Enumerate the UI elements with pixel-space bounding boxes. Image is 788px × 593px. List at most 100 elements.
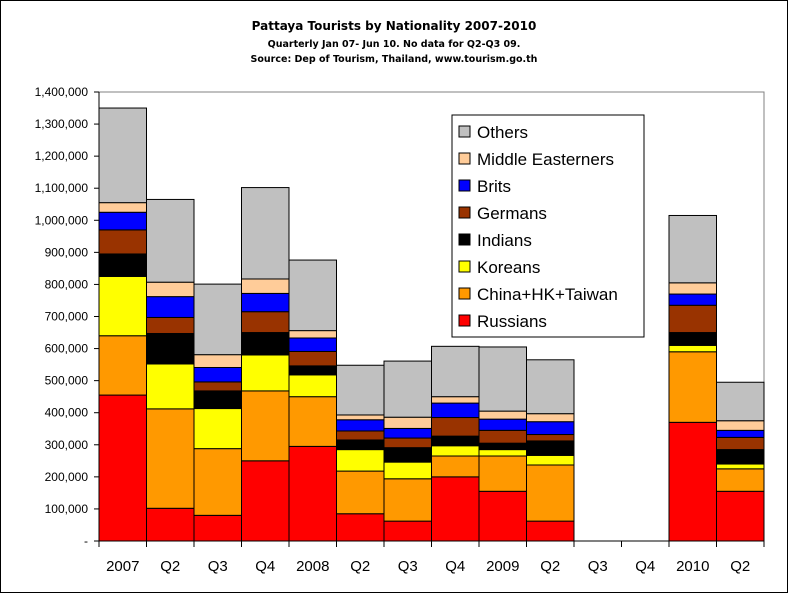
bar-segment-middle-easterners — [716, 420, 765, 431]
bar-segment-china-hk-taiwan — [383, 478, 432, 522]
bar-segment-china-hk-taiwan — [146, 408, 195, 509]
bar-segment-russians — [288, 445, 337, 542]
bar-segment-indians — [146, 332, 195, 365]
x-tick-label: Q2 — [160, 558, 180, 575]
x-tick-label: Q3 — [588, 558, 608, 575]
bar-segment-middle-easterners — [383, 416, 432, 429]
bar-segment-germans — [193, 381, 242, 392]
bar-segment-china-hk-taiwan — [478, 455, 527, 492]
bar-segment-others — [98, 107, 147, 204]
bar-segment-koreans — [98, 275, 147, 337]
legend-box — [451, 114, 645, 338]
legend-swatch — [458, 206, 471, 219]
x-tick-label: Q4 — [635, 558, 655, 575]
bar-segment-others — [478, 346, 527, 412]
bar-segment-koreans — [478, 449, 527, 457]
bar-segment-indians — [526, 440, 575, 456]
bar-segment-others — [193, 283, 242, 356]
bar-segment-others — [336, 364, 385, 416]
bar-segment-koreans — [431, 445, 480, 457]
legend-label: Germans — [477, 204, 547, 223]
bar-segment-brits — [146, 296, 195, 318]
y-tick-label: 900,000 — [45, 245, 89, 259]
y-tick-label: 600,000 — [45, 342, 89, 356]
legend-label: Middle Easterners — [477, 150, 614, 169]
bar-segment-indians — [478, 442, 527, 451]
y-tick-label: 800,000 — [45, 277, 89, 291]
bar-segment-middle-easterners — [241, 278, 290, 294]
bar-segment-brits — [288, 337, 337, 352]
y-tick-label: - — [84, 534, 88, 548]
bar-segment-russians — [431, 476, 480, 542]
bar-segment-germans — [336, 430, 385, 441]
bar-segment-middle-easterners — [668, 282, 717, 295]
bar-segment-russians — [383, 520, 432, 542]
legend-label: China+HK+Taiwan — [477, 285, 618, 304]
legend-swatch — [458, 314, 471, 327]
x-tick-label: Q4 — [445, 558, 465, 575]
bar-segment-germans — [241, 311, 290, 334]
y-tick-label: 400,000 — [45, 406, 89, 420]
bar-segment-indians — [431, 435, 480, 447]
legend-swatch — [458, 152, 471, 165]
bar-segment-koreans — [241, 354, 290, 392]
legend-swatch — [458, 260, 471, 273]
bar-segment-others — [716, 381, 765, 422]
legend-swatch — [458, 233, 471, 246]
bar-segment-germans — [526, 434, 575, 442]
y-tick-label: 1,000,000 — [35, 213, 89, 227]
bar-segment-brits — [193, 366, 242, 383]
x-tick-label: Q2 — [730, 558, 750, 575]
bar-segment-others — [146, 198, 195, 283]
legend-swatch — [458, 287, 471, 300]
bar-segment-others — [526, 359, 575, 415]
y-tick-label: 700,000 — [45, 310, 89, 324]
bar-segment-brits — [668, 293, 717, 306]
bar-segment-china-hk-taiwan — [193, 448, 242, 516]
bar-segment-brits — [98, 211, 147, 231]
bar-segment-china-hk-taiwan — [336, 470, 385, 515]
bar-segment-others — [431, 345, 480, 398]
bar-segment-russians — [716, 490, 765, 542]
y-tick-label: 1,100,000 — [35, 181, 89, 195]
y-tick-label: 1,300,000 — [35, 117, 89, 131]
bar-segment-china-hk-taiwan — [526, 464, 575, 522]
legend-label: Others — [477, 123, 528, 142]
bar-segment-russians — [478, 490, 527, 542]
bar-segment-indians — [336, 439, 385, 451]
x-tick-label: 2010 — [676, 558, 709, 575]
y-tick-label: 500,000 — [45, 374, 89, 388]
bar-segment-germans — [146, 316, 195, 334]
legend-label: Koreans — [477, 258, 540, 277]
x-tick-label: Q2 — [540, 558, 560, 575]
bar-segment-germans — [383, 437, 432, 449]
bar-segment-indians — [241, 332, 290, 356]
bar-segment-middle-easterners — [336, 414, 385, 421]
bar-segment-russians — [241, 460, 290, 542]
bar-segment-china-hk-taiwan — [668, 351, 717, 423]
bar-segment-koreans — [146, 363, 195, 410]
bar-segment-germans — [716, 436, 765, 451]
legend-label: Brits — [477, 177, 511, 196]
x-tick-label: Q3 — [398, 558, 418, 575]
chart-source: Source: Dep of Tourism, Thailand, www.to… — [250, 54, 538, 65]
chart-subtitle: Quarterly Jan 07- Jun 10. No data for Q2… — [267, 39, 521, 50]
bar-segment-indians — [193, 390, 242, 410]
bar-segment-russians — [193, 514, 242, 542]
bar-segment-china-hk-taiwan — [716, 468, 765, 492]
y-tick-label: 300,000 — [45, 438, 89, 452]
bar-segment-china-hk-taiwan — [288, 396, 337, 447]
bar-segment-middle-easterners — [98, 202, 147, 213]
bar-segment-russians — [146, 507, 195, 542]
x-tick-label: Q3 — [208, 558, 228, 575]
bar-segment-brits — [241, 292, 290, 313]
bar-segment-others — [668, 214, 717, 284]
bar-segment-brits — [478, 418, 527, 431]
bar-segment-indians — [98, 253, 147, 277]
bar-segment-koreans — [716, 463, 765, 470]
bar-segment-germans — [431, 417, 480, 437]
bar-segment-germans — [668, 304, 717, 334]
bar-segment-middle-easterners — [526, 413, 575, 423]
bar-segment-middle-easterners — [146, 281, 195, 298]
